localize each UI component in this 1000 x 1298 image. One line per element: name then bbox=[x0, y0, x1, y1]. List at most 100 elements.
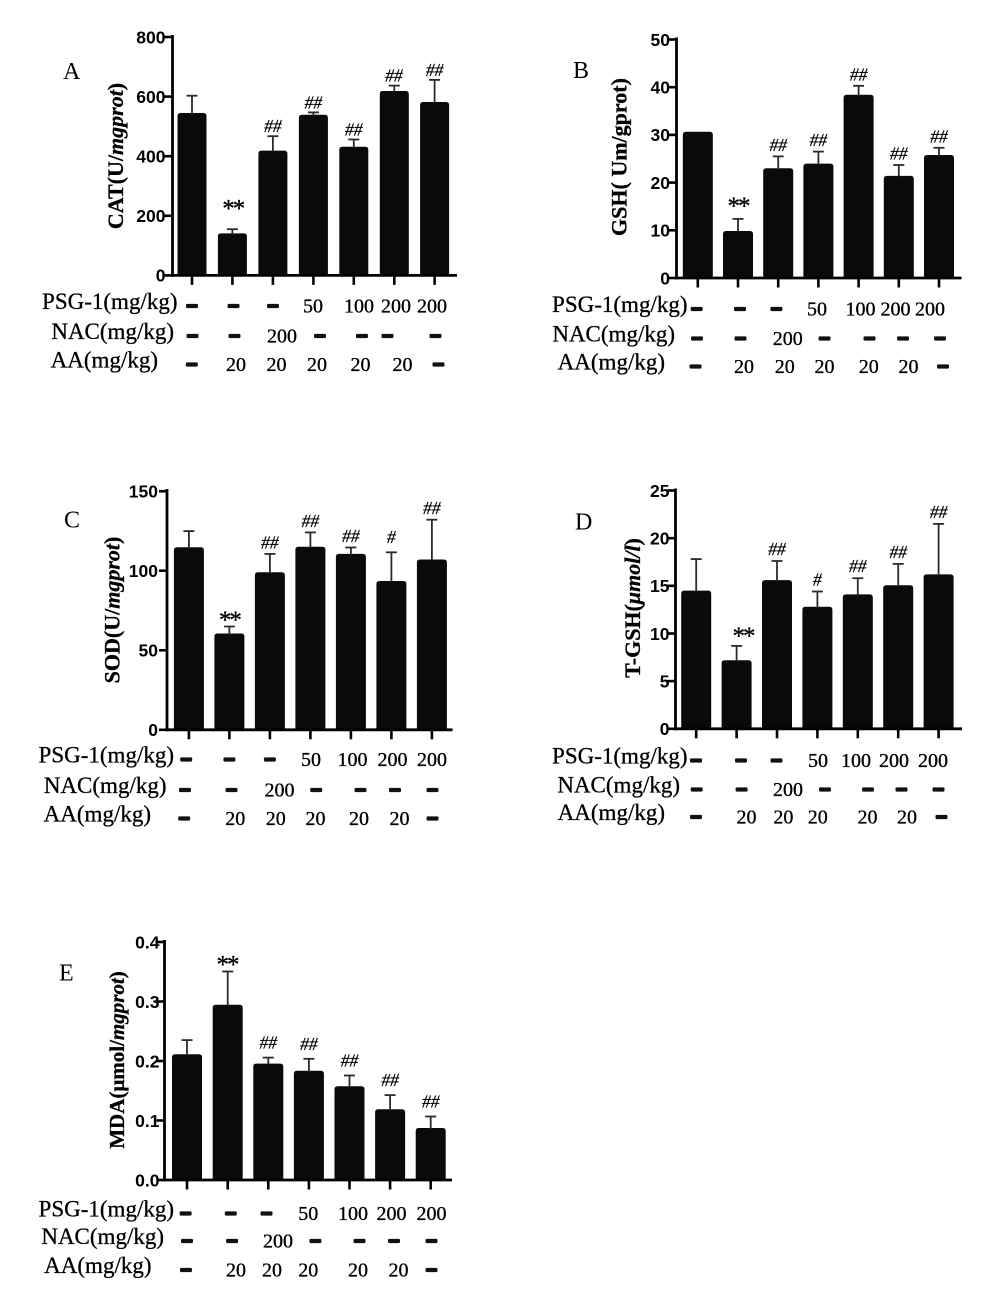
svg-text:20: 20 bbox=[858, 807, 878, 829]
svg-text:NAC(mg/kg): NAC(mg/kg) bbox=[44, 773, 167, 798]
svg-text:10: 10 bbox=[651, 221, 671, 241]
svg-text:20: 20 bbox=[815, 356, 835, 378]
svg-text:20: 20 bbox=[775, 356, 795, 378]
svg-text:GSH( Um/gprot): GSH( Um/gprot) bbox=[607, 78, 632, 236]
svg-text:##: ## bbox=[345, 120, 364, 140]
svg-text:100: 100 bbox=[846, 299, 876, 321]
svg-text:0: 0 bbox=[148, 720, 158, 740]
svg-text:800: 800 bbox=[136, 27, 165, 47]
svg-text:40: 40 bbox=[651, 78, 671, 98]
svg-text:20: 20 bbox=[650, 529, 670, 549]
svg-text:##: ## bbox=[890, 144, 909, 164]
svg-text:100: 100 bbox=[129, 561, 158, 581]
svg-text:200: 200 bbox=[136, 206, 165, 226]
svg-text:15: 15 bbox=[650, 576, 670, 596]
svg-text:200: 200 bbox=[265, 780, 295, 802]
svg-text:5: 5 bbox=[660, 671, 670, 691]
svg-text:20: 20 bbox=[389, 1260, 409, 1282]
svg-text:MDA(μmol/mgprot): MDA(μmol/mgprot) bbox=[105, 971, 129, 1149]
svg-text:200: 200 bbox=[377, 1203, 407, 1225]
svg-text:20: 20 bbox=[306, 808, 326, 830]
svg-text:##: ## bbox=[260, 1033, 279, 1053]
svg-text:0.4: 0.4 bbox=[135, 932, 160, 952]
svg-text:AA(mg/kg): AA(mg/kg) bbox=[558, 350, 665, 375]
svg-text:50: 50 bbox=[298, 1203, 318, 1225]
svg-text:200: 200 bbox=[773, 779, 803, 801]
svg-text:20: 20 bbox=[737, 807, 757, 829]
svg-text:##: ## bbox=[810, 130, 829, 150]
svg-text:20: 20 bbox=[351, 354, 371, 376]
svg-text:##: ## bbox=[422, 1092, 441, 1112]
svg-text:**: ** bbox=[728, 193, 751, 220]
svg-text:20: 20 bbox=[226, 1260, 246, 1282]
svg-text:##: ## bbox=[423, 498, 442, 518]
svg-text:NAC(mg/kg): NAC(mg/kg) bbox=[51, 319, 174, 344]
svg-text:**: ** bbox=[222, 195, 245, 222]
svg-text:100: 100 bbox=[841, 750, 871, 772]
svg-text:200: 200 bbox=[417, 1203, 447, 1225]
svg-text:##: ## bbox=[889, 542, 908, 562]
svg-text:**: ** bbox=[219, 607, 242, 634]
svg-text:CAT(U/mgprot): CAT(U/mgprot) bbox=[103, 83, 128, 229]
svg-text:##: ## bbox=[849, 556, 868, 576]
svg-text:PSG-1(mg/kg): PSG-1(mg/kg) bbox=[39, 1197, 174, 1222]
svg-text:20: 20 bbox=[393, 354, 413, 376]
svg-text:20: 20 bbox=[859, 356, 879, 378]
svg-text:20: 20 bbox=[225, 808, 245, 830]
svg-text:##: ## bbox=[302, 511, 321, 531]
svg-text:0.2: 0.2 bbox=[135, 1051, 160, 1071]
svg-text:200: 200 bbox=[263, 1231, 293, 1253]
svg-text:##: ## bbox=[300, 1034, 319, 1054]
svg-text:##: ## bbox=[850, 64, 869, 84]
svg-text:#: # bbox=[813, 570, 823, 590]
svg-text:200: 200 bbox=[918, 750, 948, 772]
svg-text:20: 20 bbox=[390, 808, 410, 830]
svg-text:##: ## bbox=[264, 116, 283, 136]
svg-text:##: ## bbox=[426, 60, 445, 80]
svg-text:200: 200 bbox=[381, 296, 411, 318]
svg-text:##: ## bbox=[930, 126, 949, 146]
svg-text:0: 0 bbox=[156, 266, 166, 286]
svg-text:##: ## bbox=[342, 526, 361, 546]
svg-text:25: 25 bbox=[650, 481, 670, 501]
svg-text:50: 50 bbox=[139, 641, 159, 661]
svg-text:200: 200 bbox=[267, 326, 297, 348]
svg-text:T-GSH(μmol/l): T-GSH(μmol/l) bbox=[620, 538, 645, 678]
svg-text:##: ## bbox=[769, 135, 788, 155]
svg-text:0: 0 bbox=[660, 268, 670, 288]
svg-text:400: 400 bbox=[136, 147, 165, 167]
svg-text:##: ## bbox=[768, 539, 787, 559]
svg-text:200: 200 bbox=[417, 749, 447, 771]
svg-text:200: 200 bbox=[773, 328, 803, 350]
svg-text:20: 20 bbox=[808, 807, 828, 829]
svg-text:600: 600 bbox=[136, 87, 165, 107]
svg-text:200: 200 bbox=[915, 299, 945, 321]
svg-text:##: ## bbox=[261, 532, 280, 552]
svg-text:20: 20 bbox=[348, 1260, 368, 1282]
svg-text:AA(mg/kg): AA(mg/kg) bbox=[44, 802, 151, 827]
svg-text:SOD(U/mgprot): SOD(U/mgprot) bbox=[100, 537, 125, 684]
svg-text:200: 200 bbox=[879, 750, 909, 772]
svg-text:30: 30 bbox=[651, 125, 671, 145]
svg-text:##: ## bbox=[385, 66, 404, 86]
svg-text:10: 10 bbox=[650, 624, 670, 644]
svg-text:150: 150 bbox=[129, 482, 158, 502]
svg-text:AA(mg/kg): AA(mg/kg) bbox=[558, 800, 665, 825]
svg-text:PSG-1(mg/kg): PSG-1(mg/kg) bbox=[552, 744, 687, 769]
svg-text:C: C bbox=[64, 508, 80, 534]
svg-text:100: 100 bbox=[338, 749, 368, 771]
svg-text:20: 20 bbox=[349, 808, 369, 830]
svg-text:**: ** bbox=[217, 952, 240, 979]
svg-text:20: 20 bbox=[266, 808, 286, 830]
svg-text:20: 20 bbox=[899, 356, 919, 378]
svg-text:20: 20 bbox=[267, 354, 287, 376]
svg-text:50: 50 bbox=[651, 30, 671, 50]
svg-text:20: 20 bbox=[298, 1260, 318, 1282]
svg-text:20: 20 bbox=[651, 173, 671, 193]
svg-text:A: A bbox=[63, 59, 81, 85]
svg-text:AA(mg/kg): AA(mg/kg) bbox=[44, 1253, 151, 1278]
svg-text:200: 200 bbox=[378, 749, 408, 771]
svg-text:AA(mg/kg): AA(mg/kg) bbox=[51, 348, 158, 373]
svg-text:B: B bbox=[573, 58, 589, 84]
svg-text:50: 50 bbox=[301, 749, 321, 771]
